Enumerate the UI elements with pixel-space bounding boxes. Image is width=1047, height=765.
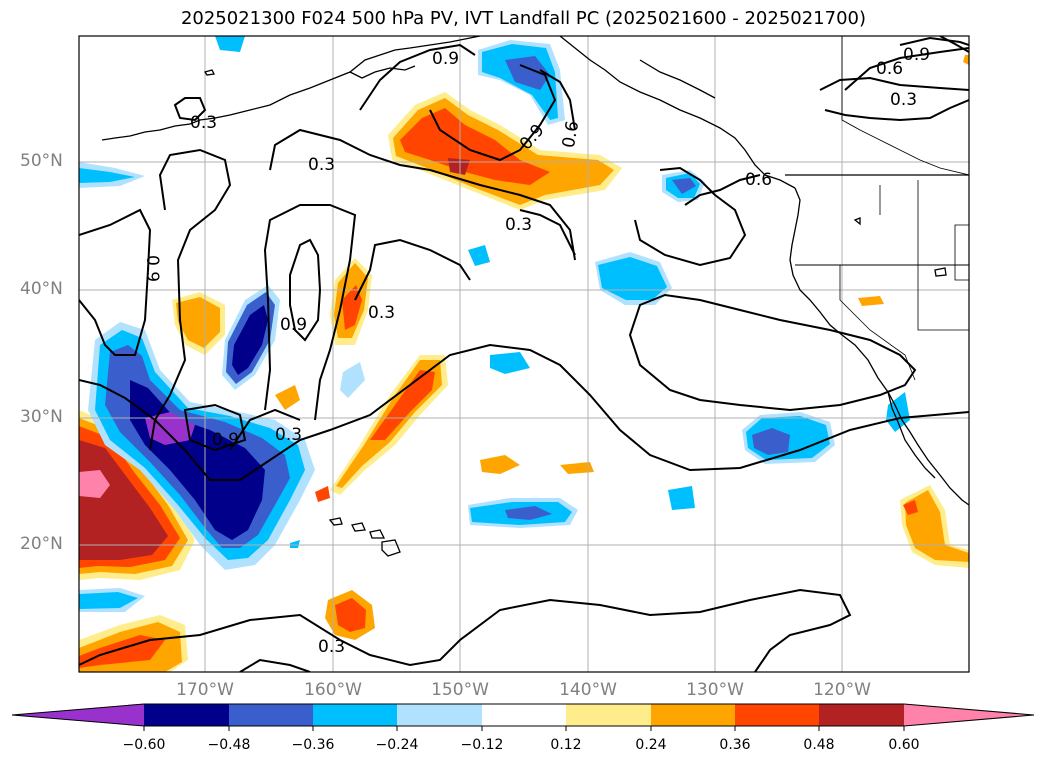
map-plot-area: 0.9 0.6 0.3 0.3 0.3 0.9 0.6 0.3 0.9 0.6 … — [79, 36, 969, 672]
lat-label: 20°N — [20, 534, 63, 554]
contour-label: 0.9 — [432, 49, 459, 69]
contour-label: 0.9 — [280, 315, 307, 335]
warm-spot-d — [560, 462, 594, 474]
colorbar-tick-label: 0.48 — [803, 737, 835, 753]
colorbar-tick-label: −0.12 — [460, 737, 504, 753]
warm-anomaly-mexico — [900, 485, 969, 568]
cool-spot-north-edge — [215, 36, 245, 52]
contour-label: 0.3 — [505, 215, 532, 235]
lat-label: 40°N — [20, 279, 63, 299]
warm-anomaly-168w — [172, 292, 225, 355]
warm-anomaly-west — [79, 410, 195, 580]
contour-label: 0.3 — [275, 425, 302, 445]
colorbar-tick-label: 0.12 — [550, 737, 582, 753]
contour-label: 0.6 — [559, 119, 583, 149]
map-gridlines — [79, 36, 969, 672]
cool-spot-c — [468, 245, 490, 266]
contour-label: 0.9 — [142, 255, 162, 282]
cool-spot-a — [340, 362, 365, 398]
contour-label: 0.3 — [368, 303, 395, 323]
warm-spot-a — [275, 385, 300, 410]
lon-label: 160°W — [304, 680, 362, 700]
colorbar-tick-label: 0.24 — [635, 737, 667, 753]
colorbar-tick-label: −0.36 — [291, 737, 335, 753]
warm-anomaly-diagonal — [330, 355, 448, 495]
lat-label: 50°N — [20, 151, 63, 171]
lat-label: 30°N — [20, 407, 63, 427]
warm-anomaly-158w — [330, 258, 372, 345]
warm-spot-ne-edge — [963, 55, 969, 65]
warm-anomaly-hawaii-south — [325, 590, 375, 640]
warm-spot-nevada — [858, 296, 884, 306]
warm-spot-b — [315, 486, 330, 502]
colorbar-tick-label: −0.24 — [375, 737, 419, 753]
colorbar — [11, 703, 1035, 731]
cool-anomaly-north — [478, 40, 565, 125]
contour-label: 0.6 — [745, 170, 772, 190]
warm-anomaly-southwest — [79, 615, 188, 672]
lon-label: 130°W — [686, 680, 744, 700]
lon-label: 140°W — [559, 680, 617, 700]
cool-anomaly-subtropical — [468, 498, 578, 528]
cool-anomaly-offshore — [595, 252, 672, 305]
contour-label: 0.3 — [318, 637, 345, 657]
colorbar-tick-label: −0.48 — [207, 737, 251, 753]
warm-anomaly-gulf-of-alaska — [388, 92, 622, 210]
contour-label: 0.3 — [890, 90, 917, 110]
contour-label: 0.6 — [876, 59, 903, 79]
lon-label: 120°W — [813, 680, 871, 700]
contour-labels: 0.9 0.6 0.3 0.3 0.3 0.9 0.6 0.3 0.9 0.6 … — [142, 45, 930, 657]
lon-label: 170°W — [176, 680, 234, 700]
lon-label: 150°W — [431, 680, 489, 700]
map-frame — [78, 35, 970, 673]
cool-anomaly-127w — [742, 412, 835, 464]
contour-label: 0.3 — [308, 155, 335, 175]
cool-spot-b — [490, 352, 530, 374]
colorbar-tick-label: 0.60 — [888, 737, 920, 753]
contour-label: 0.9 — [212, 430, 239, 450]
cool-anomaly-bc-center — [672, 178, 696, 194]
cool-anomaly-nw-edge-core — [79, 168, 135, 183]
colorbar-tick-label: −0.60 — [122, 737, 166, 753]
cool-anomaly-streak — [222, 285, 280, 390]
cool-spot-e — [290, 540, 300, 548]
warm-spot-c — [480, 455, 520, 474]
cool-spot-d — [668, 486, 695, 510]
pv-contours — [79, 36, 969, 672]
map-title: 2025021300 F024 500 hPa PV, IVT Landfall… — [180, 8, 867, 29]
cool-anomaly-sw-edge-core — [79, 592, 138, 609]
contour-label: 0.9 — [903, 45, 930, 65]
contour-label: 0.3 — [190, 113, 217, 133]
coastlines — [101, 36, 969, 557]
colorbar-tick-label: 0.36 — [719, 737, 751, 753]
